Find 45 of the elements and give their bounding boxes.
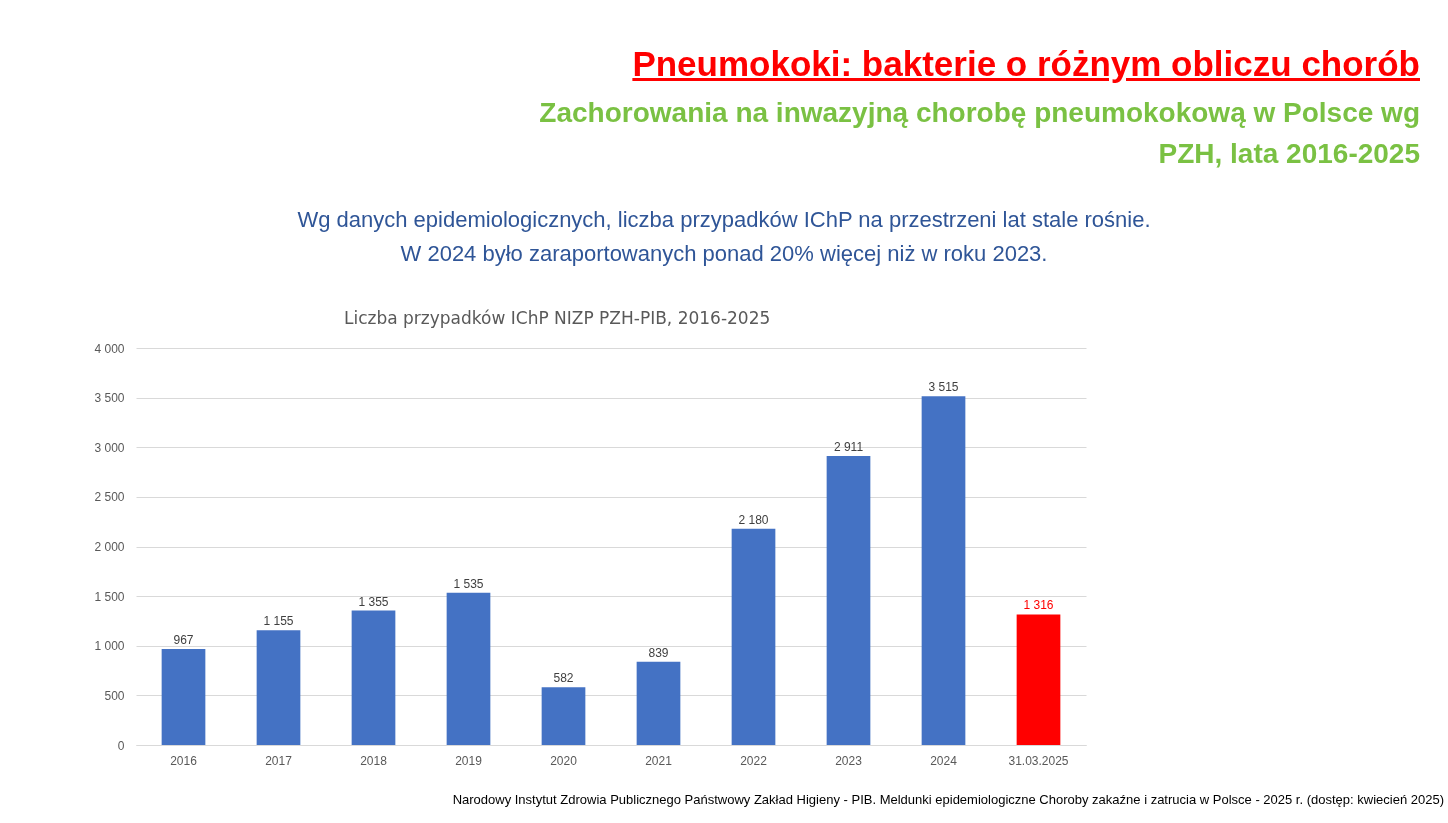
data-label: 3 515 xyxy=(928,380,959,395)
y-tick-label: 4 000 xyxy=(94,341,125,356)
x-tick-label: 2024 xyxy=(930,753,958,768)
chart-subtitle: Zachorowania na inwazyjną chorobę pneumokokową w Polsce wg PZH, lata 2016-2025 xyxy=(538,96,1420,171)
x-tick-label: 2021 xyxy=(645,753,673,768)
bar xyxy=(541,687,586,745)
data-label: 1 355 xyxy=(358,594,389,609)
data-label: 967 xyxy=(173,633,194,648)
y-tick-label: 1 500 xyxy=(94,589,125,604)
x-tick-label: 2018 xyxy=(360,753,388,768)
bar xyxy=(636,661,681,745)
data-label: 582 xyxy=(553,671,574,686)
data-label: 1 316 xyxy=(1023,598,1054,613)
y-tick-label: 1 000 xyxy=(94,639,125,654)
bar xyxy=(446,592,491,745)
bar xyxy=(731,528,776,745)
x-tick-label: 2016 xyxy=(170,753,198,768)
y-tick-label: 0 xyxy=(117,738,125,753)
text: Wg danych epidemiologicznych, liczba przypadków IChP na przestrzeni lat stale rośnie. xyxy=(296,206,1152,234)
x-tick-label: 31.03.2025 xyxy=(1008,753,1069,768)
text: Liczba przypadków IChP NIZP PZH-PIB, 2016-2025 xyxy=(343,308,771,328)
data-label: 839 xyxy=(648,645,669,660)
y-tick-label: 2 500 xyxy=(94,490,125,505)
data-label: 1 535 xyxy=(453,576,484,591)
x-tick-label: 2019 xyxy=(455,753,483,768)
bar xyxy=(256,630,301,745)
y-tick-label: 3 000 xyxy=(94,440,125,455)
data-label: 1 155 xyxy=(263,614,294,629)
x-tick-label: 2023 xyxy=(835,753,863,768)
chart-title: Pneumokoki: bakterie o różnym obliczu chorób xyxy=(632,44,1420,84)
x-tick-label: 2017 xyxy=(265,753,293,768)
text: W 2024 było zaraportowanych ponad 20% więcej niż w roku 2023. xyxy=(399,240,1049,268)
y-tick-label: 500 xyxy=(104,688,125,703)
data-label: 2 180 xyxy=(738,512,769,527)
y-tick-label: 2 000 xyxy=(94,540,125,554)
bar xyxy=(161,649,206,745)
bar xyxy=(1016,614,1061,745)
bar xyxy=(826,456,871,745)
y-tick-label: 3 500 xyxy=(94,391,125,406)
x-tick-label: 2022 xyxy=(740,753,768,768)
x-tick-label: 2020 xyxy=(550,753,578,768)
bar xyxy=(921,396,966,745)
text: Narodowy Instytut Zdrowia Publicznego Państwowy Zakład Higieny - PIB. Meldunki epidemiologiczne Choroby zakaźne i zatrucia w Polsce - 2025 r. (dostęp: kwiecień 2025) xyxy=(452,792,1444,807)
bar xyxy=(351,610,396,745)
data-label: 2 911 xyxy=(833,440,864,455)
